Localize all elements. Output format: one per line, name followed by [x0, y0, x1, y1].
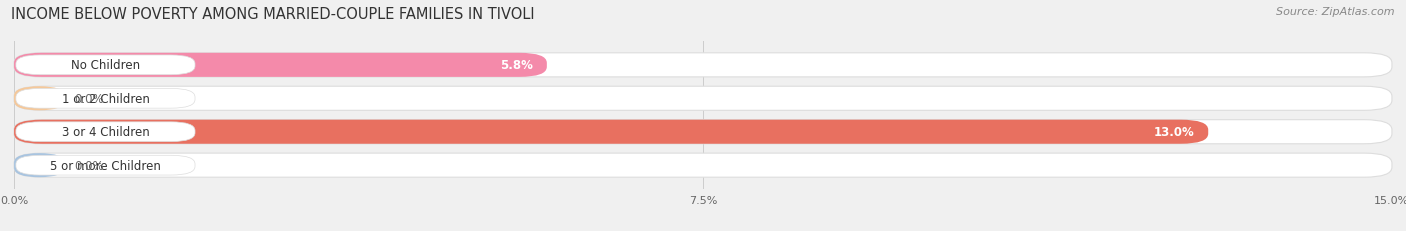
FancyBboxPatch shape: [14, 153, 1392, 177]
Text: 1 or 2 Children: 1 or 2 Children: [62, 92, 149, 105]
Text: 0.0%: 0.0%: [73, 92, 104, 105]
FancyBboxPatch shape: [14, 120, 1392, 144]
FancyBboxPatch shape: [14, 87, 1392, 111]
FancyBboxPatch shape: [15, 56, 195, 75]
FancyBboxPatch shape: [15, 122, 195, 142]
Text: 3 or 4 Children: 3 or 4 Children: [62, 126, 149, 139]
Text: 0.0%: 0.0%: [73, 159, 104, 172]
FancyBboxPatch shape: [14, 120, 1208, 144]
FancyBboxPatch shape: [14, 54, 547, 78]
Text: No Children: No Children: [70, 59, 141, 72]
FancyBboxPatch shape: [14, 87, 65, 111]
Text: 13.0%: 13.0%: [1154, 126, 1195, 139]
Text: 5.8%: 5.8%: [501, 59, 533, 72]
FancyBboxPatch shape: [15, 156, 195, 175]
FancyBboxPatch shape: [15, 89, 195, 109]
Text: 5 or more Children: 5 or more Children: [51, 159, 160, 172]
Text: INCOME BELOW POVERTY AMONG MARRIED-COUPLE FAMILIES IN TIVOLI: INCOME BELOW POVERTY AMONG MARRIED-COUPL…: [11, 7, 534, 22]
FancyBboxPatch shape: [14, 54, 1392, 78]
FancyBboxPatch shape: [14, 153, 65, 177]
Text: Source: ZipAtlas.com: Source: ZipAtlas.com: [1277, 7, 1395, 17]
